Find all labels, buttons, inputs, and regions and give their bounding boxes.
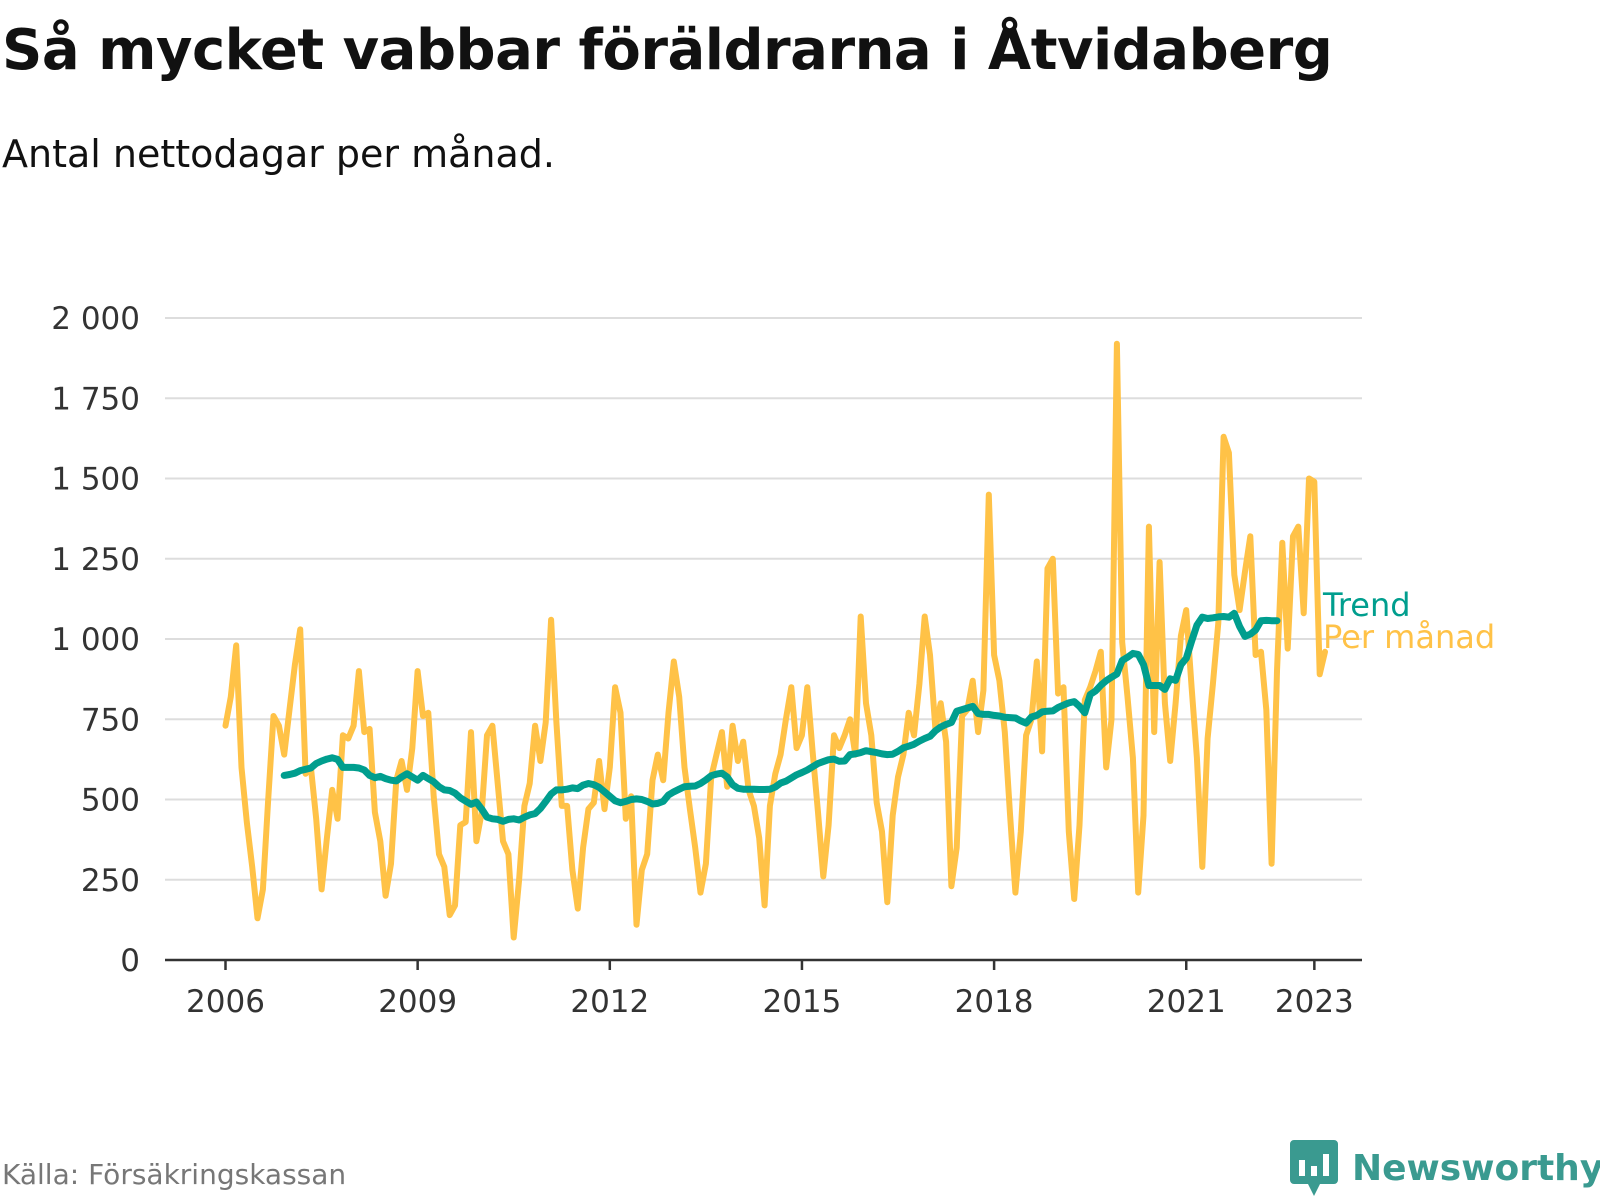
y-tick-label: 2 000 bbox=[51, 301, 140, 337]
x-axis: 2006 2009 2012 2015 2018 2021 2023 bbox=[165, 958, 1362, 1020]
series-lines bbox=[222, 340, 1328, 941]
x-tick-label: 2021 bbox=[1147, 984, 1226, 1020]
monthly-line bbox=[222, 340, 1328, 941]
monthly-series-label: Per månad bbox=[1323, 618, 1495, 656]
y-tick-label: 0 bbox=[120, 943, 140, 979]
y-tick-label: 1 500 bbox=[51, 462, 140, 498]
chart-title: Så mycket vabbar föräldrarna i Åtvidaber… bbox=[2, 18, 1333, 83]
y-axis-ticks: 0 250 500 750 1 000 1 250 1 500 1 750 2 000 bbox=[51, 301, 140, 979]
y-tick-label: 1 000 bbox=[51, 622, 140, 658]
y-tick-label: 1 750 bbox=[51, 381, 140, 417]
y-tick-label: 750 bbox=[81, 702, 140, 738]
newsworthy-logo-icon bbox=[1290, 1140, 1338, 1196]
trend-series-label: Trend bbox=[1322, 586, 1411, 624]
x-tick-label: 2012 bbox=[570, 984, 649, 1020]
grid-lines bbox=[165, 317, 1362, 881]
x-tick-label: 2009 bbox=[378, 984, 457, 1020]
source-note: Källa: Försäkringskassan bbox=[2, 1158, 347, 1191]
x-tick-label: 2015 bbox=[762, 984, 841, 1020]
x-tick-label: 2023 bbox=[1275, 984, 1354, 1020]
brand-name: Newsworthy bbox=[1352, 1147, 1600, 1189]
brand: Newsworthy bbox=[1290, 1140, 1600, 1196]
chart-subtitle: Antal nettodagar per månad. bbox=[2, 132, 556, 176]
y-tick-label: 250 bbox=[81, 863, 140, 899]
y-tick-label: 1 250 bbox=[51, 542, 140, 578]
trend-line bbox=[280, 609, 1281, 825]
x-tick-label: 2006 bbox=[186, 984, 265, 1020]
y-tick-label: 500 bbox=[81, 783, 140, 819]
x-tick-label: 2018 bbox=[955, 984, 1034, 1020]
